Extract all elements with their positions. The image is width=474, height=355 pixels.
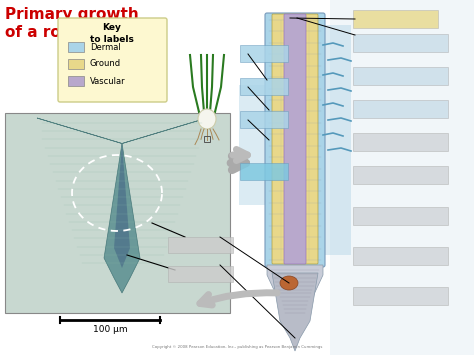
Polygon shape <box>267 265 323 333</box>
Bar <box>353 67 448 85</box>
Polygon shape <box>272 273 318 351</box>
FancyBboxPatch shape <box>265 13 325 267</box>
Text: Dermal: Dermal <box>90 43 121 51</box>
FancyBboxPatch shape <box>58 18 167 102</box>
Bar <box>68 59 84 69</box>
Text: of a root: of a root <box>5 25 79 40</box>
Bar <box>353 133 448 151</box>
Bar <box>353 10 438 28</box>
Bar <box>240 163 288 180</box>
Polygon shape <box>37 118 207 293</box>
Bar <box>353 207 448 225</box>
Bar <box>353 166 448 184</box>
Text: 100 μm: 100 μm <box>93 325 128 334</box>
Polygon shape <box>67 123 177 268</box>
Text: Key
to labels: Key to labels <box>90 23 134 44</box>
Ellipse shape <box>280 276 298 290</box>
Bar <box>353 287 448 305</box>
Bar <box>204 136 210 142</box>
Bar <box>68 42 84 52</box>
Bar <box>68 76 84 86</box>
Bar <box>168 266 233 282</box>
Bar <box>168 237 233 253</box>
Bar <box>239 85 269 205</box>
Bar <box>330 0 474 355</box>
FancyBboxPatch shape <box>284 14 306 264</box>
Bar <box>5 113 230 313</box>
Bar <box>321 25 351 255</box>
Text: Primary growth: Primary growth <box>5 7 139 22</box>
Bar <box>353 34 448 52</box>
Bar <box>240 78 288 95</box>
Bar <box>353 247 448 265</box>
Bar <box>240 45 288 62</box>
Text: Copyright © 2008 Pearson Education, Inc., publishing as Pearson Benjamin Cumming: Copyright © 2008 Pearson Education, Inc.… <box>152 345 322 349</box>
Ellipse shape <box>198 109 216 129</box>
Bar <box>240 111 288 128</box>
Text: Ground: Ground <box>90 60 121 69</box>
Text: Vascular: Vascular <box>90 76 126 86</box>
Bar <box>353 100 448 118</box>
FancyBboxPatch shape <box>272 14 318 264</box>
